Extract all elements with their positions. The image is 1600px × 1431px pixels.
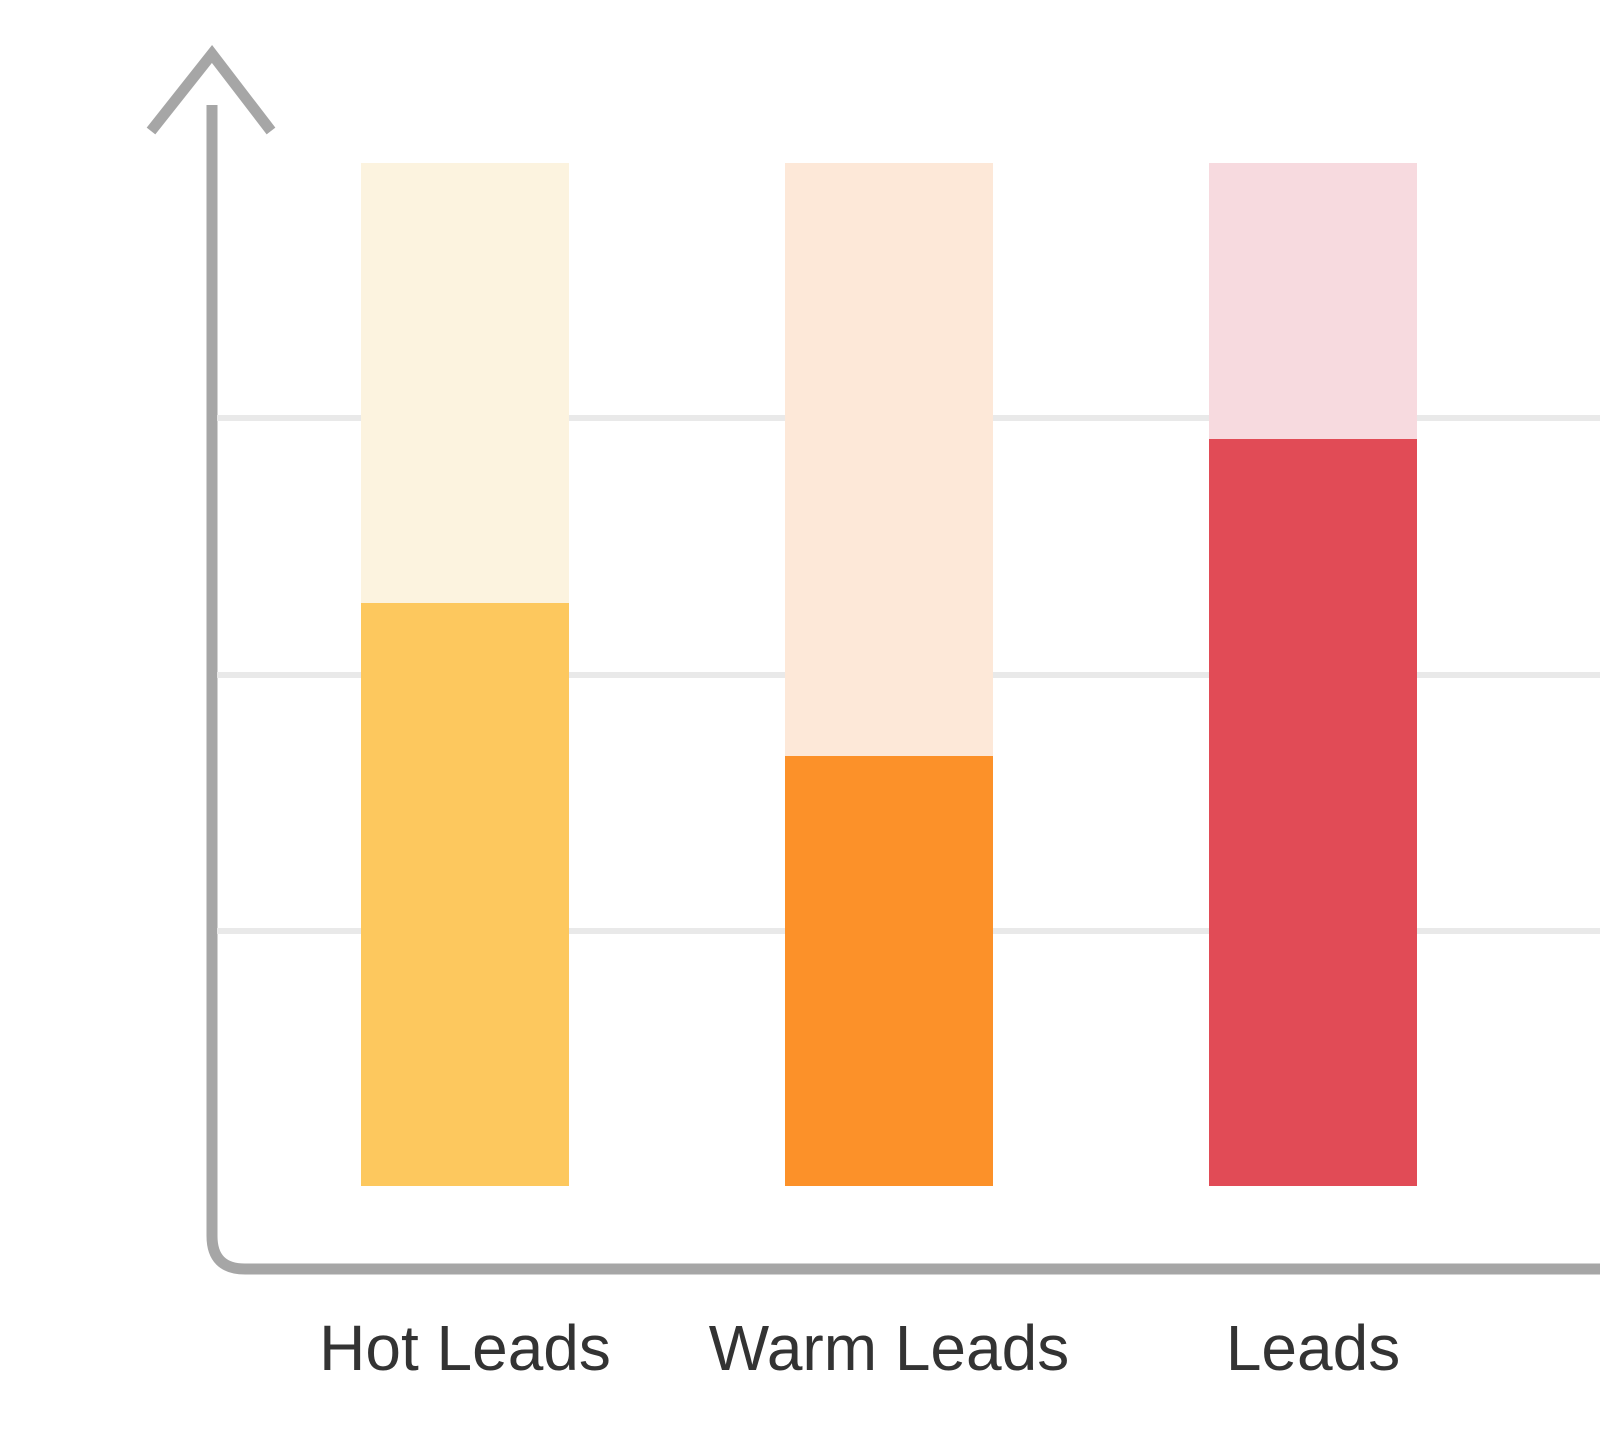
- bar-fill-warm-leads: [785, 756, 993, 1186]
- bar-warm-leads[interactable]: [785, 163, 993, 1186]
- y-axis-and-x-axis-line: [206, 105, 1600, 1275]
- bar-hot-leads[interactable]: [361, 163, 569, 1186]
- x-axis-label-warm-leads: Warm Leads: [708, 1312, 1070, 1384]
- y-axis-arrow-icon: [146, 45, 276, 135]
- x-axis-label-leads: Leads: [1225, 1312, 1401, 1384]
- bar-fill-hot-leads: [361, 602, 569, 1186]
- bar-leads[interactable]: [1209, 163, 1417, 1186]
- bar-fill-leads: [1209, 439, 1417, 1186]
- x-axis-label-hot-leads: Hot Leads: [319, 1312, 611, 1384]
